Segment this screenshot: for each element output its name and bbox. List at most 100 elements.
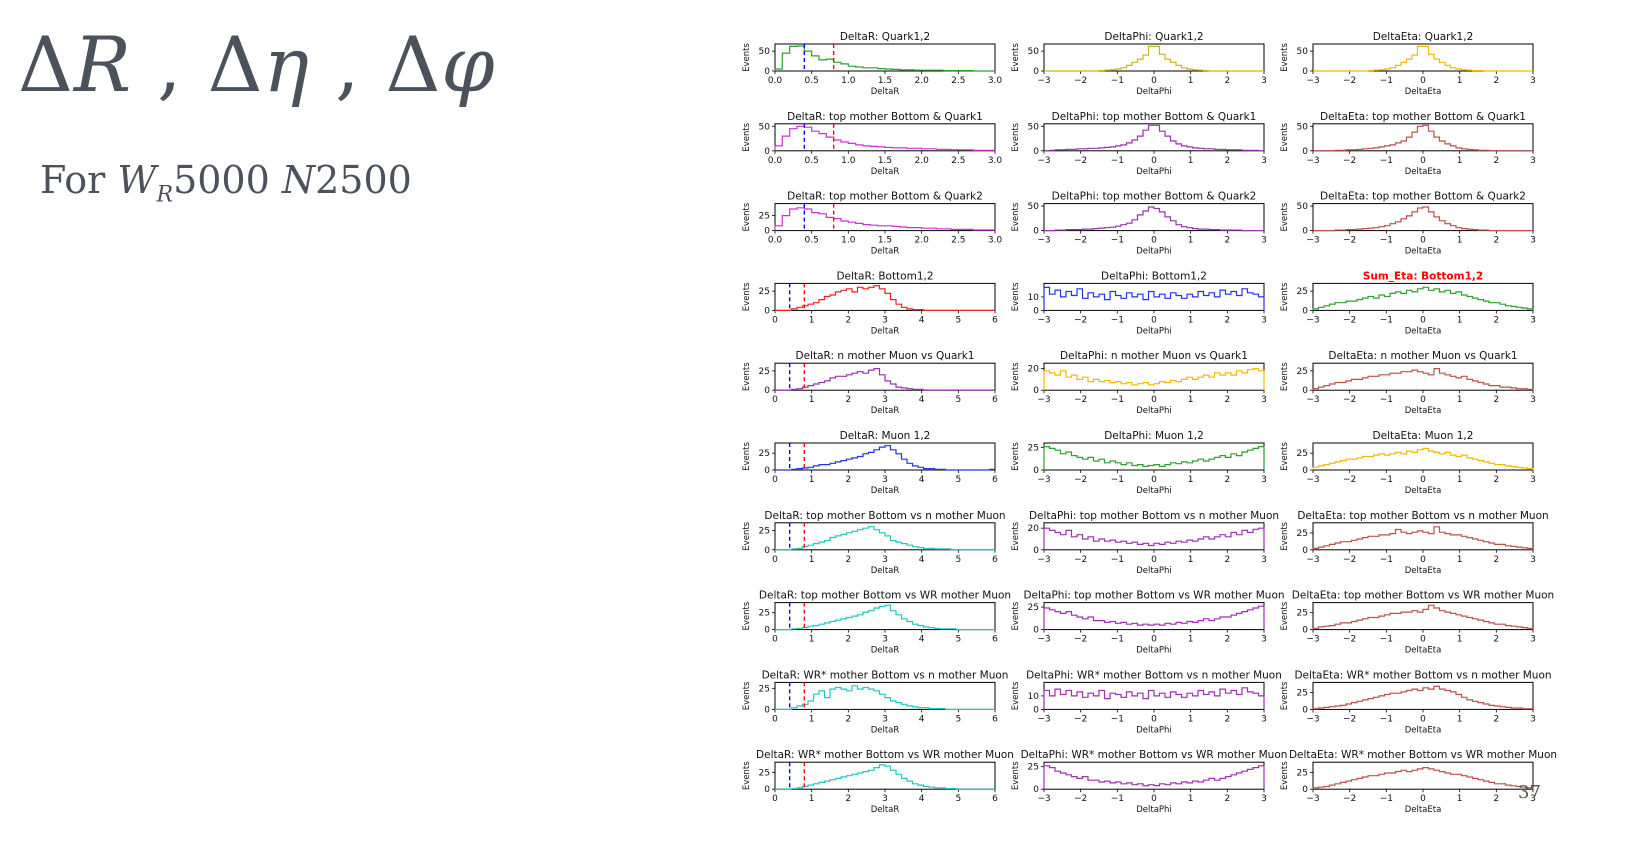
x-tick-label: −2 [1343, 714, 1356, 724]
x-tick-label: −2 [1074, 555, 1087, 565]
x-tick-label: −2 [1074, 395, 1087, 405]
panel-title: DeltaPhi: WR* mother Bottom vs WR mother… [1021, 749, 1288, 761]
y-tick-label: 25 [759, 287, 770, 297]
y-tick-label: 25 [1297, 689, 1308, 699]
x-axis-label: DeltaR [871, 646, 900, 656]
y-tick-label: 25 [1297, 287, 1308, 297]
x-tick-label: 3 [1261, 714, 1267, 724]
x-tick-label: 2 [1224, 635, 1230, 645]
histogram-series [1312, 767, 1534, 790]
panel-title: DeltaR: n mother Muon vs Quark1 [796, 350, 975, 362]
x-axis-label: DeltaPhi [1136, 725, 1172, 735]
y-tick-label: 0 [1033, 785, 1039, 795]
y-tick-label: 20 [1028, 524, 1040, 534]
x-axis-label: DeltaR [871, 725, 900, 735]
panel-title: DeltaEta: WR* mother Bottom vs n mother … [1294, 669, 1551, 681]
x-tick-label: 2 [1493, 76, 1499, 86]
panel-title: DeltaEta: Muon 1,2 [1373, 430, 1474, 442]
y-tick-label: 0 [764, 546, 770, 556]
y-axis-label: Events [742, 122, 752, 151]
x-tick-label: 3 [1530, 794, 1536, 804]
x-tick-label: 1 [1457, 76, 1463, 86]
x-tick-label: 1 [1188, 156, 1194, 166]
x-tick-label: 3 [882, 475, 888, 485]
axes-frame [1043, 123, 1265, 152]
x-axis-label: DeltaR [871, 167, 900, 177]
y-axis-label: Events [1280, 122, 1290, 151]
x-tick-label: 1.5 [878, 236, 892, 246]
panel-title: DeltaPhi: top mother Bottom vs WR mother… [1023, 590, 1284, 602]
y-tick-label: 25 [759, 768, 770, 778]
y-tick-label: 0 [764, 466, 770, 476]
x-axis-label: DeltaEta [1405, 406, 1442, 416]
x-tick-label: 0.5 [805, 156, 819, 166]
panel-7-2: DeltaEta: top mother Bottom vs WR mother… [1280, 590, 1554, 656]
x-tick-label: 0.0 [768, 156, 783, 166]
axes-frame [774, 43, 996, 72]
histogram-series [1043, 368, 1265, 391]
y-tick-label: 25 [1297, 609, 1308, 619]
panel-0-1: DeltaPhi: Quark1,2 0 50 Events −3 −2 −1 0 1 2 3 Del… [1011, 31, 1267, 97]
y-axis-label: Events [1011, 521, 1021, 550]
slide-subtitle: For WR5000 N2500 [40, 158, 412, 208]
x-tick-label: 2.5 [951, 76, 965, 86]
x-axis-label: DeltaEta [1405, 566, 1442, 576]
x-tick-label: −1 [1111, 76, 1124, 86]
x-tick-label: 2 [1493, 315, 1499, 325]
x-tick-label: 1.0 [841, 236, 856, 246]
x-tick-label: −1 [1111, 555, 1124, 565]
panel-3-0: DeltaR: Bottom1,2 0 25 Events 0 1 2 3 4 5 6 DeltaR [742, 270, 998, 336]
y-tick-label: 0 [764, 306, 770, 316]
x-tick-label: 3 [1261, 635, 1267, 645]
y-tick-label: 25 [759, 449, 770, 459]
x-tick-label: 3 [1261, 395, 1267, 405]
x-tick-label: 5 [955, 714, 961, 724]
histogram-series [775, 526, 995, 551]
histogram-series [1313, 124, 1533, 152]
x-axis-label: DeltaEta [1405, 725, 1442, 735]
x-axis-label: DeltaEta [1405, 167, 1442, 177]
x-tick-label: 0 [772, 794, 778, 804]
y-tick-label: 0 [1302, 466, 1308, 476]
x-tick-label: 1 [1457, 635, 1463, 645]
x-tick-label: −1 [1380, 794, 1393, 804]
x-tick-label: 2 [1224, 315, 1230, 325]
y-axis-label: Events [1011, 122, 1021, 151]
x-tick-label: 0 [772, 315, 778, 325]
x-axis-label: DeltaPhi [1136, 486, 1172, 496]
x-tick-label: 0 [1420, 555, 1426, 565]
x-tick-label: −1 [1111, 156, 1124, 166]
x-tick-label: 5 [955, 635, 961, 645]
x-tick-label: 1.5 [878, 76, 892, 86]
x-tick-label: 3 [1261, 156, 1267, 166]
x-tick-label: −3 [1306, 76, 1319, 86]
y-tick-label: 25 [759, 212, 770, 222]
y-tick-label: 25 [1028, 603, 1039, 613]
x-tick-label: 3 [882, 315, 888, 325]
x-tick-label: −1 [1380, 236, 1393, 246]
x-tick-label: 2 [1224, 76, 1230, 86]
panel-title: DeltaPhi: top mother Bottom & Quark2 [1052, 191, 1257, 203]
x-tick-label: 0 [1151, 156, 1157, 166]
x-tick-label: 1 [809, 714, 815, 724]
panel-title: DeltaPhi: Quark1,2 [1104, 31, 1203, 43]
x-tick-label: −3 [1037, 635, 1050, 645]
histogram-series [1043, 446, 1265, 470]
x-tick-label: 3 [1530, 635, 1536, 645]
x-tick-label: −3 [1037, 76, 1050, 86]
x-tick-label: 2 [1493, 555, 1499, 565]
y-tick-label: 50 [759, 122, 771, 132]
y-axis-label: Events [1011, 43, 1021, 72]
y-axis-label: Events [742, 761, 752, 790]
y-tick-label: 10 [1028, 293, 1040, 303]
x-axis-label: DeltaR [871, 406, 900, 416]
histogram-series [1312, 447, 1534, 470]
axes-frame [1043, 43, 1265, 72]
histogram-series [775, 604, 995, 631]
x-tick-label: 2 [845, 714, 851, 724]
x-tick-label: −3 [1306, 714, 1319, 724]
x-tick-label: −3 [1037, 236, 1050, 246]
histogram-series [775, 445, 996, 471]
x-tick-label: −2 [1343, 794, 1356, 804]
x-tick-label: 3.0 [988, 76, 1003, 86]
